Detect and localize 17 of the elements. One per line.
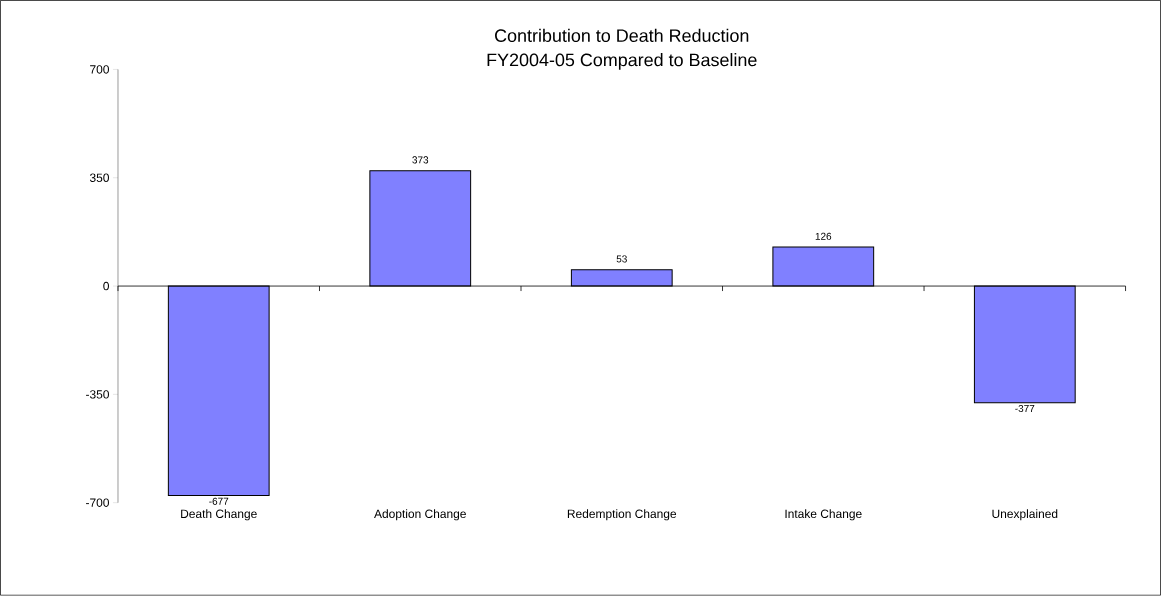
y-tick-label: 350 bbox=[89, 173, 109, 183]
data-label: 373 bbox=[412, 156, 429, 164]
data-label: 126 bbox=[815, 232, 832, 241]
y-tick-label: -350 bbox=[86, 390, 109, 399]
data-label: 53 bbox=[616, 255, 627, 263]
x-tick-label: Redemption Change bbox=[567, 509, 677, 521]
x-tick-label: Adoption Change bbox=[374, 509, 466, 521]
y-tick-label: 0 bbox=[103, 282, 109, 291]
x-tick-label: Unexplained bbox=[992, 509, 1058, 521]
chart-subtitle: FY2004-05 Compared to Baseline bbox=[487, 53, 757, 70]
x-tick-label: Death Change bbox=[181, 509, 257, 521]
y-tick-label: 700 bbox=[90, 65, 109, 74]
y-tick-label: -700 bbox=[86, 498, 109, 508]
x-tick-label: Intake Change bbox=[785, 509, 862, 521]
data-label: -677 bbox=[209, 497, 229, 505]
chart-title: Contribution to Death Reduction bbox=[495, 28, 749, 43]
data-label: -377 bbox=[1015, 405, 1035, 413]
